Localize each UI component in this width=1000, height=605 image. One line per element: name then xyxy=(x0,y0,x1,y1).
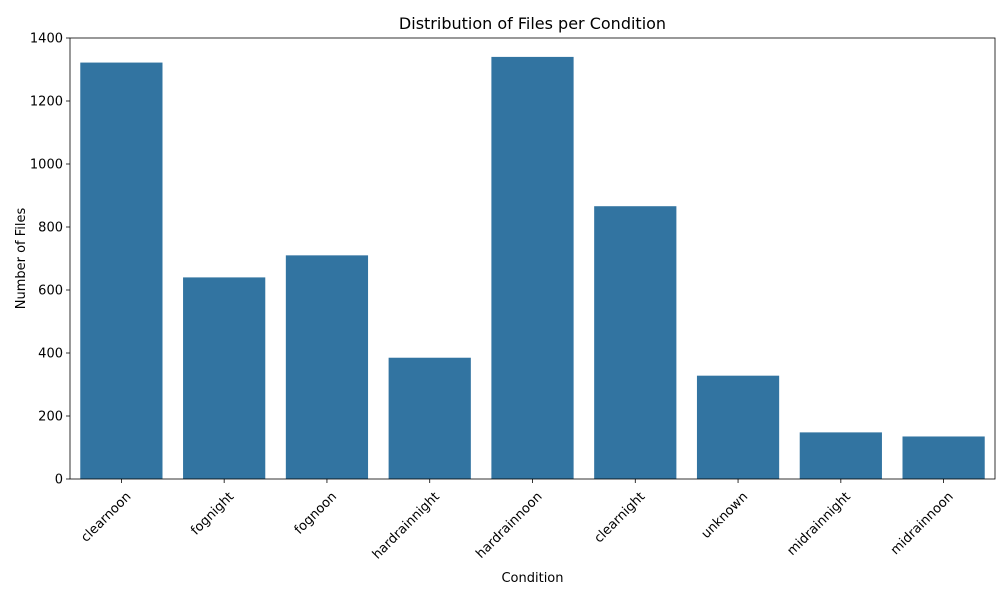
y-tick-label: 800 xyxy=(38,221,63,236)
bar-fognoon xyxy=(285,255,369,479)
y-tick-label: 1200 xyxy=(30,95,63,110)
x-tick-label: hardrainnoon xyxy=(473,489,545,561)
x-axis-label: Condition xyxy=(501,571,563,586)
y-axis: 0 200 400 600 800 1000 1200 1400 xyxy=(30,32,70,488)
x-tick-label: fognight xyxy=(188,489,237,538)
x-tick-label: midrainnight xyxy=(784,489,853,558)
x-tick-label: clearnight xyxy=(592,489,649,546)
chart-title: Distribution of Files per Condition xyxy=(399,14,666,33)
x-tick-label: midrainnoon xyxy=(888,489,957,558)
y-tick-label: 1000 xyxy=(30,158,63,173)
bars-group xyxy=(80,56,985,480)
bar-clearnoon xyxy=(80,62,163,479)
y-tick-label: 1400 xyxy=(30,32,63,47)
bar-midrainnoon xyxy=(902,436,985,479)
x-tick-label: clearnoon xyxy=(78,489,134,545)
y-tick-label: 0 xyxy=(55,473,63,488)
bar-unknown xyxy=(696,375,780,479)
bar-midrainnight xyxy=(799,432,882,479)
bar-clearnight xyxy=(594,206,677,479)
y-tick-label: 600 xyxy=(38,284,63,299)
x-tick-label: unknown xyxy=(699,489,751,541)
x-tick-label: fognoon xyxy=(292,489,340,537)
bar-fognight xyxy=(183,277,266,479)
bar-hardrainnoon xyxy=(491,56,574,480)
bar-hardrainnight xyxy=(388,357,471,479)
y-axis-label: Number of Files xyxy=(14,208,29,310)
x-axis: clearnoon fognight fognoon hardrainnight har… xyxy=(78,479,957,562)
x-tick-label: hardrainnight xyxy=(370,489,443,562)
y-tick-label: 400 xyxy=(38,347,63,362)
y-tick-label: 200 xyxy=(38,410,63,425)
